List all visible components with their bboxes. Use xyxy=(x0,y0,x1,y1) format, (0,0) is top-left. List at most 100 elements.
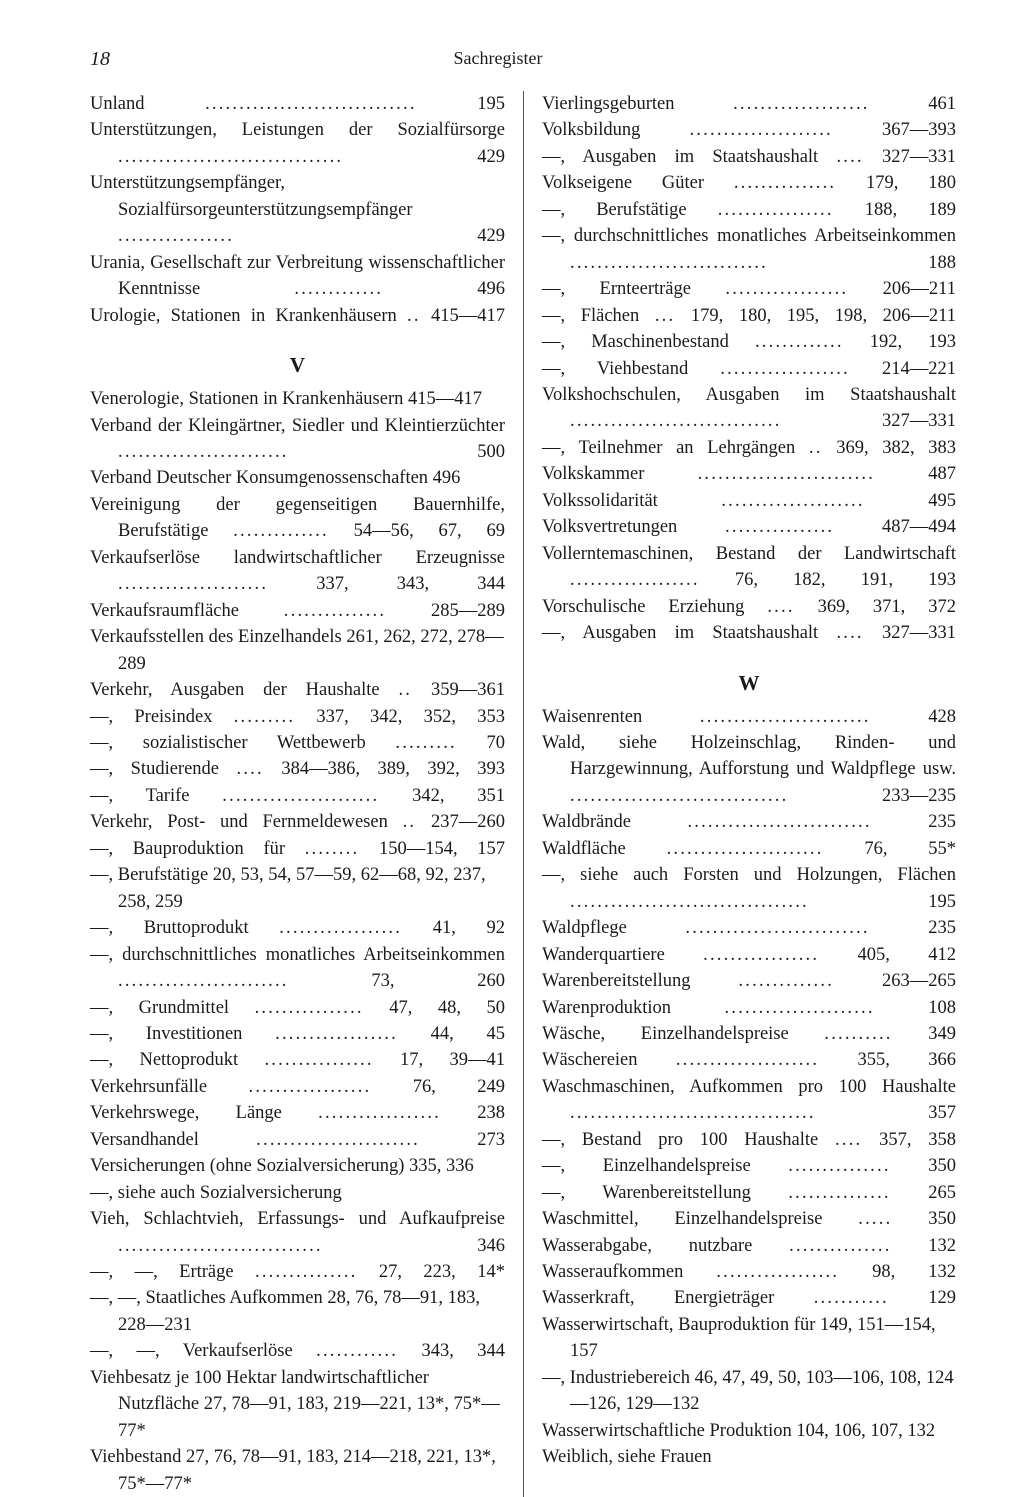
index-term: Verkehrswege, Länge xyxy=(90,1103,318,1123)
index-page: 355, 366 xyxy=(819,1050,956,1070)
index-page: 487 xyxy=(875,464,956,484)
index-term: —, Bruttoprodukt xyxy=(90,918,279,938)
index-term: Vierlingsgeburten xyxy=(542,94,733,114)
dot-leader: .................. xyxy=(725,279,848,299)
index-page: 337, 343, 344 xyxy=(268,574,505,594)
section-heading: W xyxy=(542,671,956,696)
index-term: Wasserkraft, Energieträger xyxy=(542,1288,814,1308)
index-term: —, Viehbestand xyxy=(542,359,720,379)
index-term: Verband der Kleingärtner, Siedler und Kl… xyxy=(90,416,505,436)
index-page: 47, 48, 50 xyxy=(364,998,505,1018)
index-entry: Wasseraufkommen .................. 98, 1… xyxy=(542,1259,956,1285)
index-entry: —, Studierende .... 384—386, 389, 392, 3… xyxy=(90,756,505,782)
index-entry: —, Flächen ... 179, 180, 195, 198, 206—2… xyxy=(542,303,956,329)
index-term: Vorschulische Erziehung xyxy=(542,597,767,617)
index-page: 337, 342, 352, 353 xyxy=(295,707,505,727)
index-page: 214—221 xyxy=(850,359,956,379)
dot-leader: ............. xyxy=(755,332,844,352)
index-term: —, Berufstätige xyxy=(542,200,718,220)
index-entry: Verkaufsraumfläche ............... 285—2… xyxy=(90,598,505,624)
index-entry: Warenproduktion ...................... 1… xyxy=(542,995,956,1021)
dot-leader: .... xyxy=(237,759,264,779)
index-entry: —, —, Verkaufserlöse ............ 343, 3… xyxy=(90,1338,505,1364)
index-entry: —, Industriebereich 46, 47, 49, 50, 103—… xyxy=(542,1365,956,1418)
dot-leader: ................................... xyxy=(570,892,809,912)
index-term: Verkehrsunfälle xyxy=(90,1077,249,1097)
index-entry: Wäsche, Einzelhandelspreise .......... 3… xyxy=(542,1021,956,1047)
index-term: —, Bauproduktion für xyxy=(90,839,305,859)
index-page: 428 xyxy=(871,707,956,727)
index-entry: —, siehe auch Sozialversicherung xyxy=(90,1180,505,1206)
index-page: 384—386, 389, 392, 393 xyxy=(264,759,505,779)
index-entry: Wanderquartiere ................. 405, 4… xyxy=(542,942,956,968)
dot-leader: ................................ xyxy=(570,786,788,806)
index-entry: Waschmaschinen, Aufkommen pro 100 Hausha… xyxy=(542,1074,956,1127)
index-page: 76, 55* xyxy=(824,839,956,859)
index-page: 327—331 xyxy=(782,411,956,431)
index-entry: Verkehr, Post- und Fernmeldewesen .. 237… xyxy=(90,809,505,835)
index-entry: —, durchschnittliches monatliches Arbeit… xyxy=(90,942,505,995)
index-entry: Wasserabgabe, nutzbare ............... 1… xyxy=(542,1233,956,1259)
index-page: 237—260 xyxy=(416,812,505,832)
index-page: 461 xyxy=(870,94,956,114)
index-entry: Volkshochschulen, Ausgaben im Staatshaus… xyxy=(542,382,956,435)
index-page: 327—331 xyxy=(864,147,956,167)
dot-leader: .............................. xyxy=(118,1236,323,1256)
dot-leader: ............. xyxy=(294,279,383,299)
running-title: Sachregister xyxy=(60,48,936,71)
index-page: 357 xyxy=(816,1103,956,1123)
index-page: 350 xyxy=(891,1156,956,1176)
index-entry: Viehbesatz je 100 Hektar landwirtschaftl… xyxy=(90,1365,505,1444)
index-term: Warenproduktion xyxy=(542,998,725,1018)
index-entry: —, Ausgaben im Staatshaushalt .... 327—3… xyxy=(542,144,956,170)
index-page: 429 xyxy=(343,147,505,167)
index-entry: Vieh, Schlachtvieh, Erfassungs- und Aufk… xyxy=(90,1206,505,1259)
index-term: Waschmittel, Einzelhandelspreise xyxy=(542,1209,858,1229)
index-term: Verkehr, Ausgaben der Haushalte xyxy=(90,680,398,700)
index-term: —, siehe auch Forsten und Holzungen, Flä… xyxy=(542,865,956,885)
dot-leader: .................. xyxy=(275,1024,398,1044)
dot-leader: ............................. xyxy=(570,253,768,273)
index-page: 195 xyxy=(417,94,505,114)
index-page: 108 xyxy=(875,998,956,1018)
index-page: 179, 180, 195, 198, 206—211 xyxy=(675,306,956,326)
index-page: 405, 412 xyxy=(819,945,956,965)
dot-leader: ...................... xyxy=(725,998,875,1018)
index-entry: Verkaufsstellen des Einzelhandels 261, 2… xyxy=(90,624,505,677)
index-page: 70 xyxy=(457,733,505,753)
dot-leader: ................................. xyxy=(118,147,343,167)
dot-leader: .... xyxy=(835,1130,862,1150)
index-page: 238 xyxy=(441,1103,505,1123)
index-page: 17, 39—41 xyxy=(374,1050,505,1070)
index-entry: Warenbereitstellung .............. 263—2… xyxy=(542,968,956,994)
dot-leader: ............... xyxy=(255,1262,357,1282)
index-term: Wasseraufkommen xyxy=(542,1262,716,1282)
index-entry: Wald, siehe Holzeinschlag, Rinden- und H… xyxy=(542,730,956,809)
index-page: 350 xyxy=(892,1209,956,1229)
index-entry: Viehbestand 27, 76, 78—91, 183, 214—218,… xyxy=(90,1444,505,1497)
dot-leader: ......... xyxy=(395,733,456,753)
index-entry: Vorschulische Erziehung .... 369, 371, 3… xyxy=(542,594,956,620)
index-entry: Verkehrsunfälle .................. 76, 2… xyxy=(90,1074,505,1100)
dot-leader: .................................... xyxy=(570,1103,816,1123)
index-entry: —, Investitionen .................. 44, … xyxy=(90,1021,505,1047)
dot-leader: .. xyxy=(398,680,412,700)
dot-leader: .. xyxy=(407,306,421,326)
index-page: 415—417 xyxy=(421,306,505,326)
index-entry: —, Berufstätige 20, 53, 54, 57—59, 62—68… xyxy=(90,862,505,915)
section-heading: V xyxy=(90,353,505,378)
index-page: 179, 180 xyxy=(836,173,956,193)
dot-leader: .................. xyxy=(249,1077,372,1097)
index-entry: —, Bruttoprodukt .................. 41, … xyxy=(90,915,505,941)
index-entry: Volkskammer .......................... 4… xyxy=(542,461,956,487)
index-entry: Verkehr, Ausgaben der Haushalte .. 359—3… xyxy=(90,677,505,703)
index-entry: Volksbildung ..................... 367—3… xyxy=(542,117,956,143)
index-page: 235 xyxy=(870,918,956,938)
dot-leader: ....................... xyxy=(667,839,824,859)
index-term: Wäschereien xyxy=(542,1050,676,1070)
index-entry: —, siehe auch Forsten und Holzungen, Flä… xyxy=(542,862,956,915)
dot-leader: ............... xyxy=(788,1183,890,1203)
dot-leader: .................... xyxy=(733,94,870,114)
dot-leader: .................. xyxy=(318,1103,441,1123)
dot-leader: ......................... xyxy=(700,707,871,727)
